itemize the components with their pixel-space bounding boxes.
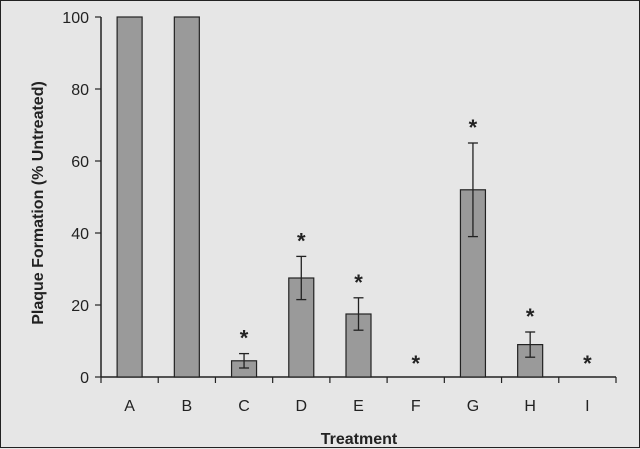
significance-star-F: *: [411, 351, 420, 376]
y-tick-label: 20: [71, 298, 89, 315]
y-tick-label: 40: [71, 226, 89, 243]
significance-star-C: *: [240, 326, 249, 351]
significance-star-I: *: [583, 351, 592, 376]
x-ticks: A B C D E F G H I: [100, 377, 617, 415]
significance-star-H: *: [526, 304, 535, 329]
y-tick-label: 80: [71, 82, 89, 99]
y-tick-label: 0: [80, 370, 89, 387]
x-tick-label: F: [411, 398, 421, 415]
y-axis-title: Plaque Formation (% Untreated): [30, 81, 47, 325]
x-tick-label: B: [181, 398, 192, 415]
x-tick-label: E: [353, 398, 364, 415]
bars: [116, 16, 544, 378]
x-axis-title: Treatment: [321, 431, 398, 448]
x-tick-label: G: [467, 398, 479, 415]
y-ticks: 0 20 40 60 80 100: [62, 10, 101, 387]
y-tick-label: 60: [71, 154, 89, 171]
significance-markers: * * * * * * *: [240, 115, 592, 376]
error-bars: [239, 142, 536, 369]
bar-B: [173, 16, 200, 378]
significance-star-D: *: [297, 228, 306, 253]
significance-star-E: *: [354, 270, 363, 295]
y-tick-label: 100: [62, 10, 89, 27]
x-tick-label: A: [124, 398, 135, 415]
bar-A: [116, 16, 143, 378]
x-tick-label: I: [585, 398, 589, 415]
x-tick-label: H: [524, 398, 536, 415]
x-tick-label: C: [238, 398, 250, 415]
significance-star-G: *: [469, 115, 478, 140]
x-tick-label: D: [295, 398, 307, 415]
